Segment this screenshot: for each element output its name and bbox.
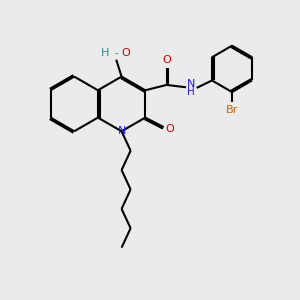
Text: H: H bbox=[188, 87, 195, 97]
Text: -: - bbox=[115, 48, 119, 58]
Text: O: O bbox=[162, 55, 171, 65]
Text: O: O bbox=[122, 48, 130, 58]
Text: N: N bbox=[117, 126, 126, 136]
Text: O: O bbox=[166, 124, 175, 134]
Text: N: N bbox=[187, 79, 196, 89]
Text: H: H bbox=[101, 48, 109, 58]
Text: Br: Br bbox=[226, 105, 238, 115]
